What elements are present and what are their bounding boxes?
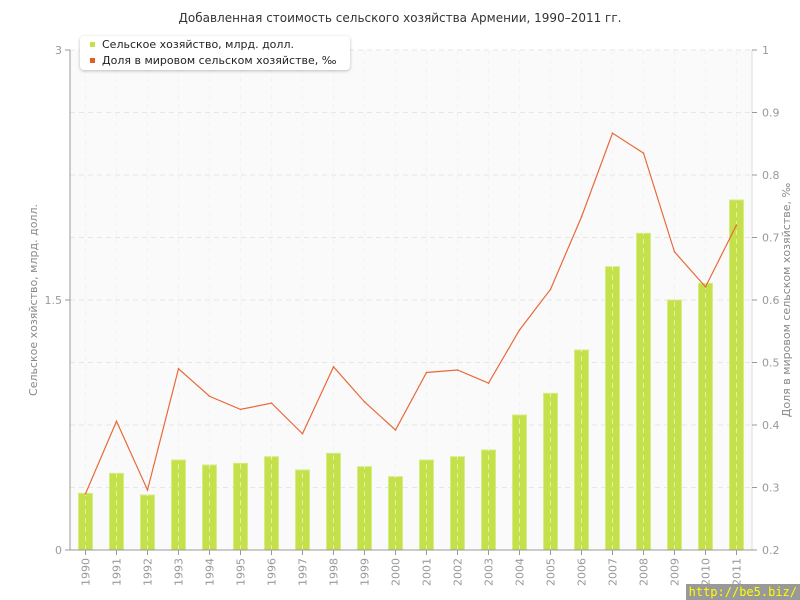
line-point-2002 [456,369,459,371]
y2-axis-label: Доля в мировом сельском хозяйстве, ‰ [780,183,793,418]
line-point-1991 [115,420,118,423]
line-series [84,132,738,495]
x-tick-label: 2011 [731,558,744,586]
line-point-2007 [611,132,614,134]
line-point-1995 [239,408,242,411]
legend-item-agriculture[interactable]: Сельское хозяйство, млрд. долл. [90,38,294,51]
y2-tick-label: 0.3 [762,482,780,495]
legend-item-share[interactable]: Доля в мировом сельском хозяйстве, ‰ [90,54,336,67]
line-point-2003 [487,382,490,384]
line-point-2000 [394,429,397,431]
share-line [84,132,738,494]
x-tick-label: 2006 [576,558,589,586]
x-tick-label: 2007 [607,558,620,586]
y-tick-label: 3 [55,44,62,57]
bar-2007 [605,266,620,551]
x-tick-label: 1994 [204,558,217,586]
line-point-1999 [363,401,366,403]
y2-tick-label: 0.2 [762,544,780,557]
legend-label: Сельское хозяйство, млрд. долл. [102,38,294,51]
line-point-2010 [704,286,707,288]
line-point-2004 [518,329,521,331]
x-tick-label: 1993 [173,558,186,586]
x-tick-label: 1997 [297,558,310,586]
y2-tick-label: 0.8 [762,169,780,182]
line-point-1997 [301,432,304,435]
watermark[interactable]: http://be5.biz/ [685,584,800,600]
y2-tick-label: 1 [762,44,769,57]
x-tick-label: 1991 [111,558,124,586]
y-tick-label: 1.5 [45,294,63,307]
legend-label: Доля в мировом сельском хозяйстве, ‰ [102,54,337,67]
x-tick-label: 2008 [638,558,651,586]
x-tick-label: 1996 [266,558,279,586]
x-tick-label: 2004 [514,558,527,586]
y2-tick-label: 0.5 [762,357,780,370]
x-tick-label: 1990 [80,558,93,586]
x-tick-label: 2000 [390,558,403,586]
x-tick-label: 2001 [421,558,434,586]
y-axis-label: Сельское хозяйство, млрд. долл. [27,204,40,396]
x-tick-label: 2003 [483,558,496,586]
line-point-2005 [549,288,552,291]
axes: 0 1.5 3 0.2 0.3 0.4 0.5 0.6 0.7 0.8 0.9 1 1990 1991 19… [45,44,780,586]
legend: Сельское хозяйство, млрд. долл. Доля в м… [80,36,350,70]
line-point-1996 [270,402,273,404]
bar-2005 [543,392,558,551]
line-point-2001 [425,371,428,374]
x-tick-label: 2002 [452,558,465,586]
legend-swatch [90,58,95,63]
line-point-2008 [642,152,645,154]
x-tick-label: 1992 [142,558,155,586]
legend-swatch [90,42,95,47]
x-tick-label: 1999 [359,558,372,586]
y2-tick-label: 0.7 [762,232,780,245]
x-tick-label: 2005 [545,558,558,586]
y2-tick-label: 0.9 [762,107,780,120]
y2-tick-label: 0.6 [762,294,780,307]
line-point-2006 [580,216,583,218]
line-point-1994 [208,395,211,398]
y-tick-label: 0 [55,544,62,557]
x-tick-label: 2009 [669,558,682,586]
line-point-2011 [735,224,738,226]
line-point-2009 [673,251,676,253]
x-tick-label: 2010 [700,558,713,586]
line-point-1992 [146,489,149,491]
line-point-1990 [84,492,87,495]
y2-tick-label: 0.4 [762,419,780,432]
x-tick-label: 1998 [328,558,341,586]
line-point-1993 [177,367,180,370]
line-point-1998 [332,366,335,368]
x-tick-label: 1995 [235,558,248,586]
chart-title: Добавленная стоимость сельского хозяйств… [179,11,622,25]
